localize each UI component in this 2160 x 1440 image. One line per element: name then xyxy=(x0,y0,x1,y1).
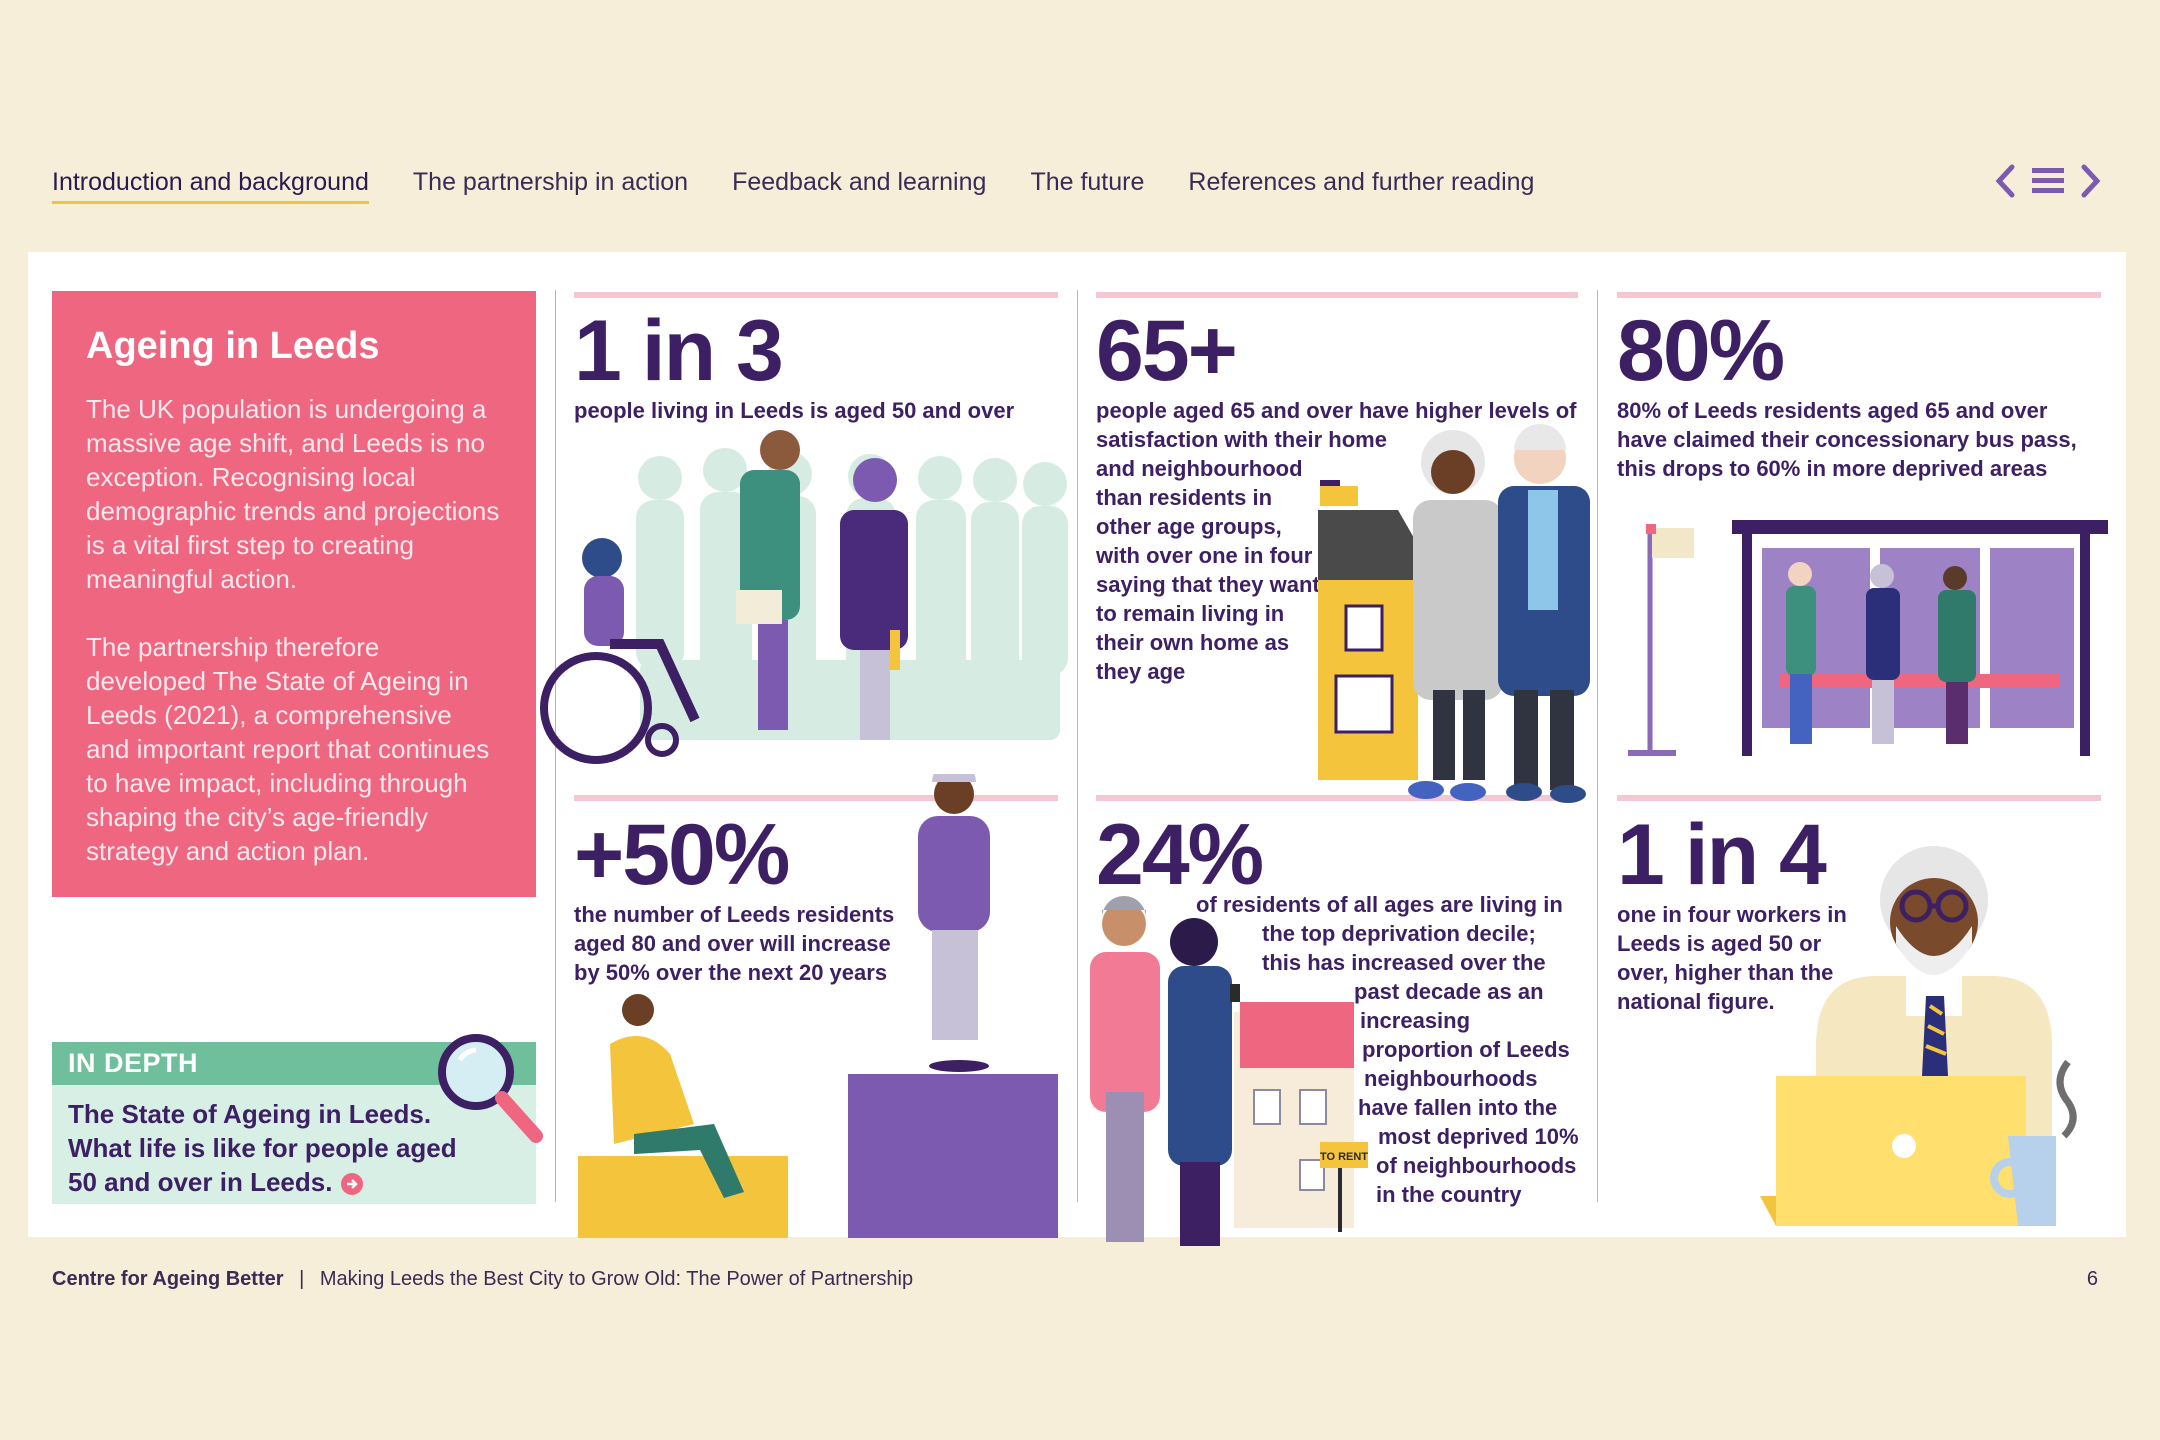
in-depth-text: The State of Ageing in Leeds. What life … xyxy=(68,1099,457,1197)
footer-title: Making Leeds the Best City to Grow Old: … xyxy=(319,1268,914,1290)
in-depth-link[interactable]: The State of Ageing in Leeds. What life … xyxy=(52,1085,474,1211)
bus-stop-illustration xyxy=(1628,520,2108,756)
intro-box: Ageing in Leeds The UK population is und… xyxy=(52,291,536,897)
column-divider xyxy=(1597,290,1598,1202)
stat-text-line: proportion of Leeds xyxy=(1362,1037,1570,1062)
stat-twenty-four-percent: 24% xyxy=(1096,810,1578,900)
stat-sixty-five-plus: 65+ people aged 65 and over have higher … xyxy=(1096,306,1586,686)
footer-separator: | xyxy=(299,1268,305,1290)
stat-figure: 65+ xyxy=(1096,303,1238,399)
stat-text-line: past decade as an xyxy=(1354,979,1544,1004)
intro-paragraph-1: The UK population is undergoing a massiv… xyxy=(86,394,500,594)
stat-divider xyxy=(1617,292,2101,298)
stat-divider xyxy=(1096,795,1578,801)
stat-text-line: neighbourhoods xyxy=(1364,1066,1538,1091)
arrow-circle-icon[interactable] xyxy=(340,1172,364,1196)
previous-page-icon[interactable] xyxy=(1994,164,2016,198)
menu-icon[interactable] xyxy=(2030,166,2066,196)
next-page-icon[interactable] xyxy=(2080,164,2102,198)
stat-figure: 80% xyxy=(1617,303,1785,399)
nav-introduction[interactable]: Introduction and background xyxy=(52,168,369,204)
nav-feedback[interactable]: Feedback and learning xyxy=(732,168,987,196)
stat-divider xyxy=(574,795,1058,801)
stat-text-line: most deprived 10% xyxy=(1378,1124,1579,1149)
column-divider xyxy=(1077,290,1078,1202)
top-navigation: Introduction and background The partners… xyxy=(52,168,1534,204)
stat-figure: 1 in 3 xyxy=(574,303,784,399)
stat-text: the number of Leeds residents aged 80 an… xyxy=(574,902,895,985)
stat-text-line: have fallen into the xyxy=(1358,1095,1558,1120)
to-rent-sign-text: TO RENT xyxy=(1320,1151,1368,1163)
stat-text-rest: and neighbourhood than residents in othe… xyxy=(1096,456,1320,684)
stat-figure: 1 in 4 xyxy=(1617,807,1827,903)
stat-figure: +50% xyxy=(574,807,790,903)
stat-divider xyxy=(574,292,1058,298)
stat-text-line: increasing xyxy=(1360,1008,1471,1033)
stat-text-line: in the country xyxy=(1376,1182,1522,1207)
couple-rent-house-illustration: TO RENT xyxy=(1090,896,1368,1246)
stat-figure: 24% xyxy=(1096,807,1264,903)
podium-people-illustration xyxy=(578,774,1058,1238)
intro-title: Ageing in Leeds xyxy=(86,325,380,367)
stat-text-line: this has increased over the xyxy=(1262,950,1546,975)
page-number: 6 xyxy=(2086,1268,2098,1290)
worker-laptop-illustration xyxy=(1760,846,2077,1226)
magnifying-glass-icon xyxy=(438,1034,543,1143)
stat-text-line1: people aged 65 and over have higher leve… xyxy=(1096,398,1577,423)
stat-text-line: of residents of all ages are living in xyxy=(1196,892,1563,917)
stat-divider xyxy=(1096,292,1578,298)
nav-partnership[interactable]: The partnership in action xyxy=(412,168,689,196)
stat-text: people living in Leeds is aged 50 and ov… xyxy=(574,398,1015,423)
footer-org: Centre for Ageing Better xyxy=(52,1268,284,1290)
stat-text: 80% of Leeds residents aged 65 and over … xyxy=(1617,398,2077,481)
stat-text-line2: satisfaction with their home xyxy=(1096,427,1387,452)
stat-text-line: the top deprivation decile; xyxy=(1262,921,1536,946)
nav-future[interactable]: The future xyxy=(1030,168,1145,196)
stat-text: one in four workers in Leeds is aged 50 … xyxy=(1617,902,1847,1014)
stat-text-line: of neighbourhoods xyxy=(1376,1153,1577,1178)
stat-one-in-four: 1 in 4 one in four workers in Leeds is a… xyxy=(1617,810,1877,1016)
stat-text: of residents of all ages are living in t… xyxy=(1096,890,1580,1209)
page-controls xyxy=(1994,164,2102,198)
stat-plus-fifty-percent: +50% the number of Leeds residents aged … xyxy=(574,810,904,987)
intro-paragraph-2: The partnership therefore developed The … xyxy=(86,632,490,866)
stat-eighty-percent: 80% 80% of Leeds residents aged 65 and o… xyxy=(1617,306,2097,483)
couple-and-house-illustration xyxy=(1318,424,1590,803)
crowd-illustration xyxy=(540,430,1068,764)
stat-one-in-three: 1 in 3 people living in Leeds is aged 50… xyxy=(574,306,1058,425)
stat-divider xyxy=(1617,795,2101,801)
footer: Centre for Ageing Better | Making Leeds … xyxy=(52,1268,913,1291)
nav-references[interactable]: References and further reading xyxy=(1188,168,1535,196)
